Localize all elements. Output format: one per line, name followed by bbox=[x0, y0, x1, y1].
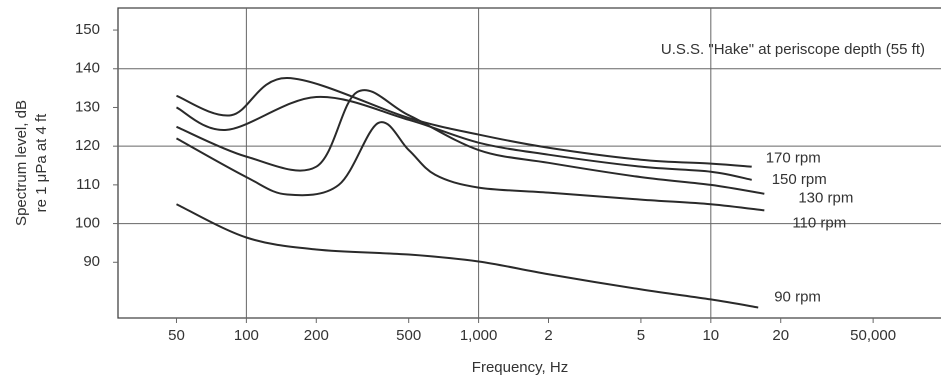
y-tick-label: 120 bbox=[75, 137, 100, 154]
x-axis-label: Frequency, Hz bbox=[472, 359, 568, 376]
y-tick-label: 130 bbox=[75, 98, 100, 115]
y-tick-label: 140 bbox=[75, 60, 100, 77]
x-tick-label: 100 bbox=[234, 327, 259, 344]
series-label: 90 rpm bbox=[774, 289, 821, 306]
x-tick-label: 50 bbox=[168, 327, 185, 344]
y-axis-label: re 1 μPa at 4 ft bbox=[33, 113, 50, 213]
curve bbox=[176, 203, 759, 309]
series-label: 110 rpm bbox=[792, 214, 846, 231]
x-tick-label: 2 bbox=[544, 327, 552, 344]
y-tick-label: 90 bbox=[83, 253, 100, 270]
y-tick-label: 150 bbox=[75, 21, 100, 38]
x-tick-label: 50,000 bbox=[850, 327, 896, 344]
y-tick-label: 110 bbox=[76, 176, 100, 193]
plot-frame bbox=[117, 7, 941, 319]
x-tick-label: 200 bbox=[304, 327, 329, 344]
annotation: U.S.S. "Hake" at periscope depth (55 ft) bbox=[661, 41, 925, 58]
x-tick-label: 5 bbox=[637, 327, 645, 344]
curve bbox=[175, 121, 765, 212]
x-tick-label: 500 bbox=[396, 327, 421, 344]
y-axis-label: Spectrum level, dB bbox=[13, 100, 30, 226]
series-label: 130 rpm bbox=[798, 190, 853, 207]
curve bbox=[176, 77, 752, 168]
curve bbox=[175, 96, 752, 181]
series-label: 150 rpm bbox=[772, 171, 827, 188]
y-tick-label: 100 bbox=[75, 215, 100, 232]
curve bbox=[176, 89, 765, 195]
x-tick-label: 1,000 bbox=[460, 327, 498, 344]
series-label: 170 rpm bbox=[766, 150, 821, 167]
x-tick-label: 10 bbox=[702, 327, 719, 344]
x-tick-label: 20 bbox=[772, 327, 789, 344]
